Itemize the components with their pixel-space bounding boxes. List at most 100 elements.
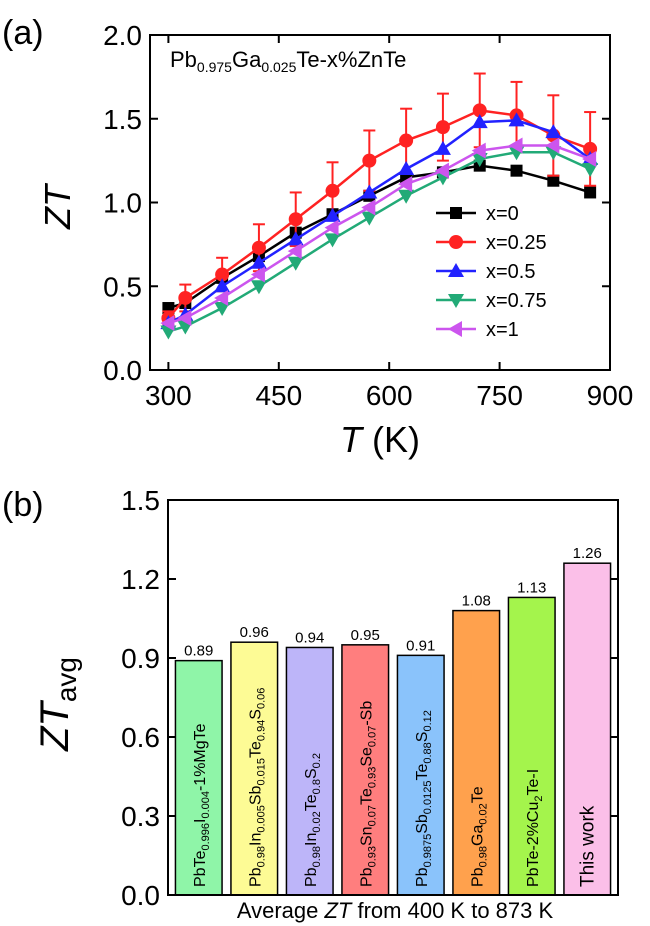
legend-marker — [448, 263, 464, 277]
legend-label: x=0.5 — [486, 261, 535, 283]
data-point — [361, 211, 378, 226]
data-point — [471, 114, 488, 129]
label-subscript: 0.93 — [366, 767, 378, 788]
data-point — [214, 302, 231, 317]
label-subscript: 0.996 — [200, 823, 212, 851]
y-tick-label: 2.0 — [103, 20, 142, 51]
label-part: Pb — [303, 867, 320, 887]
panel-b-x-axis-label: Average ZT from 400 K to 873 K — [237, 898, 554, 923]
panel-a-legend: x=0 x=0.25 x=0.5 x=0.75 x=1 — [436, 203, 547, 341]
data-point — [582, 150, 597, 167]
bar-category-label: Pb0.98Ga0.02Te — [469, 786, 489, 887]
bar-group: 0.89 PbTe0.996I0.004-1%MgTe — [174, 643, 223, 896]
label-subscript: 0.02 — [477, 803, 489, 824]
panel-a-y-axis-label: ZT — [37, 182, 78, 230]
data-point — [251, 240, 266, 255]
label-part: Te-I — [525, 769, 542, 796]
label-subscript: 0.9875 — [422, 834, 434, 868]
label-part: Te — [414, 764, 431, 781]
data-point — [250, 254, 267, 269]
panel-b-ticks: 0.0 0.3 0.6 0.9 1.2 1.5 — [121, 485, 618, 911]
data-point — [398, 176, 413, 193]
label-subscript: 0.8 — [311, 779, 323, 794]
data-point — [361, 199, 376, 216]
legend-marker — [448, 294, 464, 308]
data-point — [547, 174, 560, 187]
series-line — [167, 109, 591, 319]
label-subscript: 0.015 — [255, 758, 267, 786]
data-point — [214, 289, 229, 306]
data-point — [434, 162, 449, 179]
data-point — [324, 207, 341, 222]
bar-category-label: Pb0.98In0.005Sb0.015Te0.94S0.06 — [247, 688, 267, 887]
legend-marker — [450, 207, 462, 219]
x-axis-label-post: from 400 K to 873 K — [351, 898, 553, 923]
y-tick-label: 1.5 — [121, 485, 160, 516]
label-subscript: 0.02 — [311, 811, 323, 832]
x-tick-label: 300 — [145, 380, 192, 411]
bar — [174, 659, 223, 896]
title-sub: 0.975 — [197, 59, 232, 75]
label-subscript: 0.88 — [422, 742, 434, 763]
data-point — [398, 189, 415, 204]
x-axis-label-italic: T — [340, 419, 365, 460]
bar-category-label: This work — [577, 805, 598, 887]
label-part: S — [303, 768, 320, 779]
panel-a-plot-frame — [149, 34, 611, 371]
bar — [396, 654, 445, 896]
y-axis-label-base: ZT — [33, 700, 77, 752]
legend-label: x=0 — [486, 203, 519, 225]
label-part: Sb — [414, 814, 431, 834]
label-part: Sn — [358, 826, 375, 846]
bar-group: 1.08 Pb0.98Ga0.02Te — [452, 593, 501, 896]
x-tick-label: 750 — [476, 380, 523, 411]
bar-category-label: PbTe-2%Cu2Te-I — [525, 769, 545, 887]
legend-label: x=0.75 — [486, 290, 547, 312]
y-tick-label: 0.6 — [121, 722, 160, 753]
panel-b-y-axis-label: ZTavg — [33, 657, 82, 752]
y-tick-label: 1.0 — [103, 188, 142, 219]
bar-category-label: Pb0.98In0.02Te0.8S0.2 — [303, 753, 323, 887]
data-point — [471, 142, 486, 159]
data-point — [325, 183, 340, 198]
label-part: S — [414, 732, 431, 743]
panel-a-series — [160, 72, 599, 340]
label-subscript: 0.07 — [366, 805, 378, 826]
bar — [230, 641, 279, 896]
label-subscript: 2 — [533, 796, 545, 802]
title-sub: 0.025 — [261, 59, 296, 75]
bar — [452, 609, 501, 896]
label-subscript: 0.07 — [366, 726, 378, 747]
panel-a-x-axis-label: T (K) — [340, 419, 420, 460]
label-subscript: 0.06 — [255, 688, 267, 709]
bar-group: 0.96 Pb0.98In0.005Sb0.015Te0.94S0.06 — [230, 624, 279, 896]
data-point — [508, 112, 525, 127]
label-subscript: 0.12 — [422, 710, 434, 731]
data-point — [472, 103, 487, 118]
label-part: -Sb — [358, 701, 375, 726]
label-subscript: 0.004 — [200, 791, 212, 819]
title-part: Ga — [232, 47, 262, 72]
y-tick-label: 0.5 — [103, 271, 142, 302]
label-part: PbTe — [192, 850, 209, 887]
data-point — [545, 124, 562, 139]
label-part: I — [192, 819, 209, 823]
legend-marker — [449, 235, 463, 249]
bar-value-label: 0.95 — [351, 627, 380, 644]
panel-b: (b) ZTavg Average ZT from 400 K to 873 K… — [2, 485, 619, 923]
data-point — [362, 153, 377, 168]
y-tick-label: 0.0 — [121, 880, 160, 911]
bar-category-label: PbTe0.996I0.004-1%MgTe — [192, 723, 212, 887]
panel-a-ticks: 300 450 600 750 900 0.0 0.5 1.0 1.5 2.0 — [103, 20, 633, 411]
bar-group: 1.26 This work — [563, 545, 612, 896]
label-part: Pb — [469, 867, 486, 887]
data-point — [287, 243, 302, 260]
bar-group: 0.91 Pb0.9875Sb0.0125Te0.88S0.12 — [396, 637, 445, 896]
panel-a-label: (a) — [2, 14, 44, 52]
bar-value-label: 0.94 — [295, 629, 324, 646]
y-tick-label: 1.5 — [103, 104, 142, 135]
title-part: Te-x%ZnTe — [296, 47, 406, 72]
bar-value-label: 1.26 — [573, 545, 602, 562]
